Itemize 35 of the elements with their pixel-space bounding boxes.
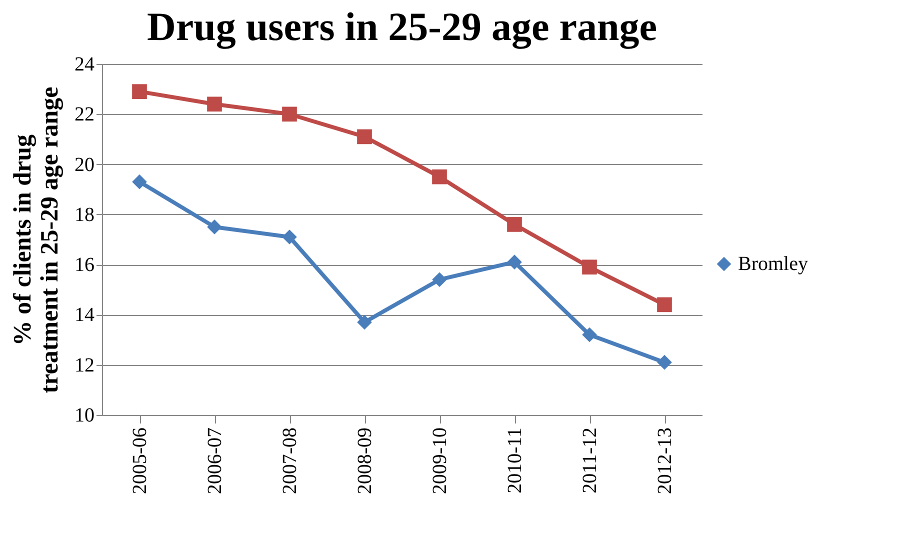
legend-label: Bromley xyxy=(738,253,808,275)
point xyxy=(357,314,372,330)
x-tick-label: 2010-11 xyxy=(504,428,526,494)
x-tick-label: 2007-08 xyxy=(279,428,301,494)
y-tick-label: 14 xyxy=(74,304,94,326)
point xyxy=(207,96,222,112)
x-tick-label: 2008-09 xyxy=(354,428,376,494)
y-tick-label: 20 xyxy=(74,154,94,176)
point xyxy=(432,169,447,184)
y-tick-label: 22 xyxy=(74,104,94,126)
point xyxy=(582,260,597,274)
point xyxy=(657,354,672,370)
point xyxy=(132,174,147,190)
point xyxy=(207,220,222,234)
point xyxy=(657,297,672,312)
y-tick-label: 12 xyxy=(74,354,94,376)
y-tick-label: 16 xyxy=(74,254,94,276)
point xyxy=(507,217,522,232)
x-tick-label: 2009-10 xyxy=(429,428,451,494)
point xyxy=(282,106,297,122)
point xyxy=(357,129,372,144)
point xyxy=(132,84,147,99)
y-tick-label: 10 xyxy=(74,404,94,426)
x-tick-label: 2006-07 xyxy=(204,428,226,494)
x-tick-label: 2011-12 xyxy=(579,428,601,494)
y-tick-label: 18 xyxy=(74,204,94,226)
chart-title: Drug users in 25-29 age range xyxy=(147,4,657,49)
x-tick-label: 2012-13 xyxy=(654,428,676,494)
point xyxy=(582,327,597,342)
x-tick-label: 2005-06 xyxy=(129,428,151,494)
point xyxy=(282,230,297,244)
y-tick-label: 24 xyxy=(74,54,94,76)
point xyxy=(507,254,522,270)
point xyxy=(432,272,447,288)
y-axis-title: % of clients in drug treatment in 25-29 age range xyxy=(10,86,64,394)
